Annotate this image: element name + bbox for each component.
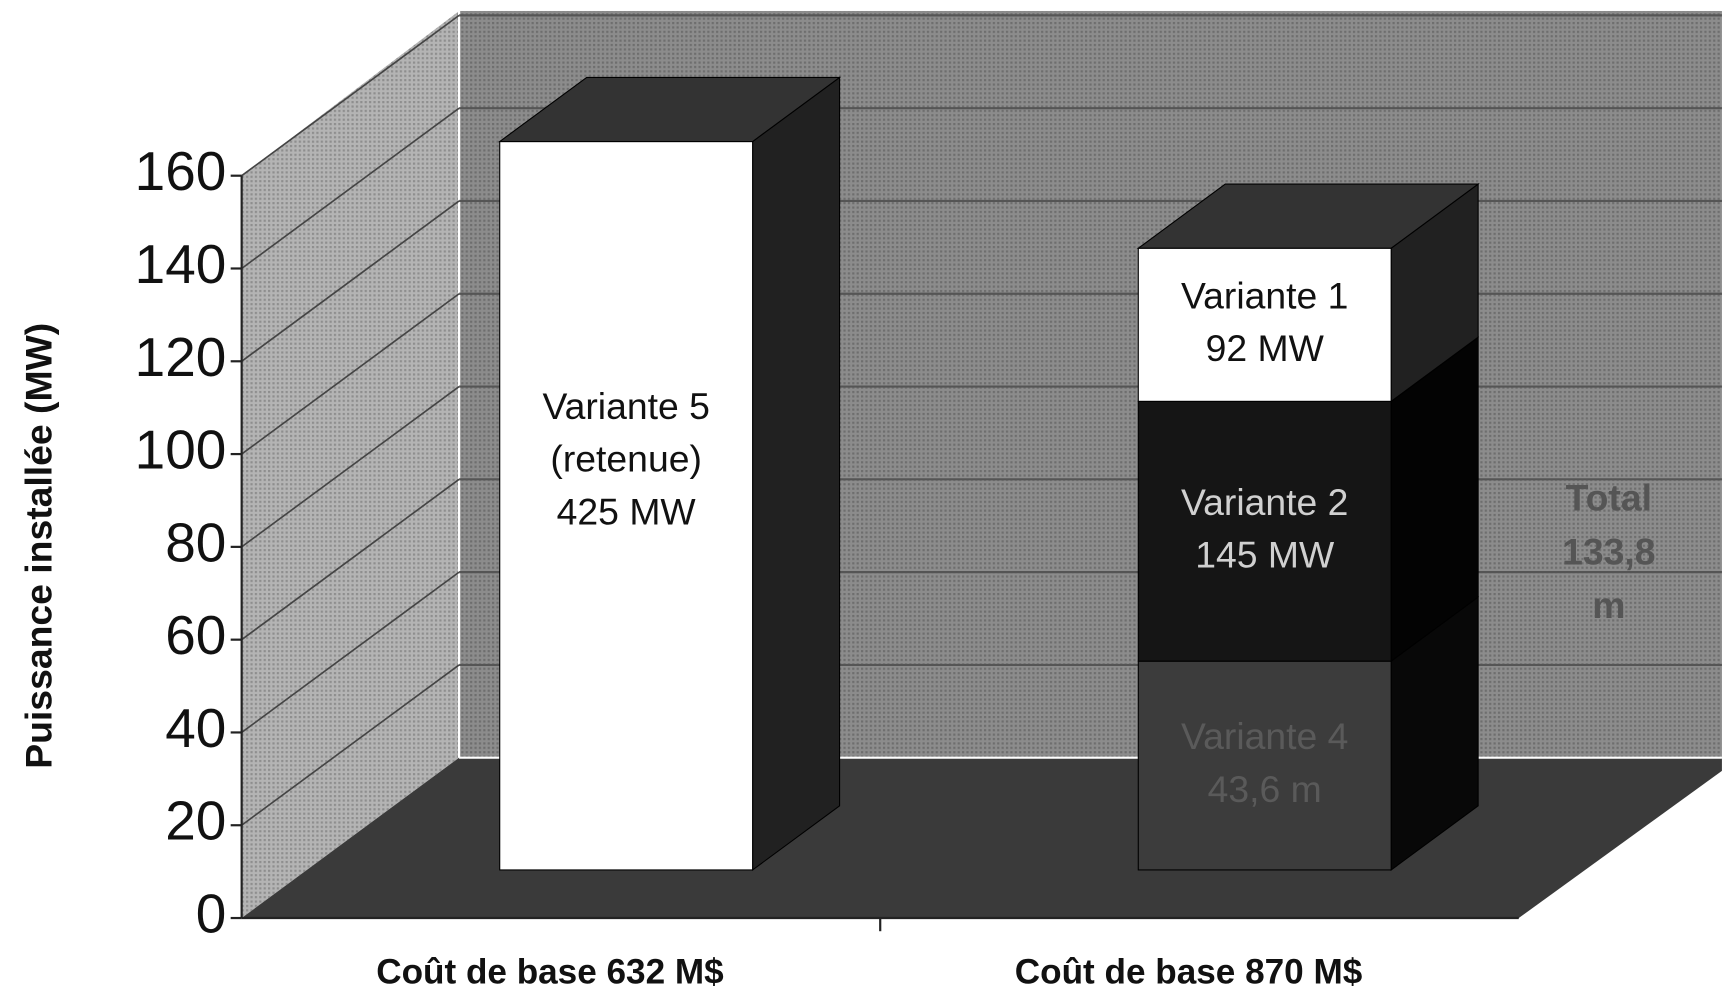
grid-line [241,478,460,641]
x-tick-label: Coût de base 870 M$ [1015,952,1363,991]
grid-line [241,14,460,177]
bar-label: Variante 5 [542,385,709,427]
grid-line [241,200,460,362]
bar-label: 425 MW [557,490,697,532]
bar-top [1136,183,1480,249]
annotation: m [1592,584,1625,626]
y-tick-label: 120 [135,326,227,388]
floor [241,757,1722,919]
y-tick-label: 160 [135,140,227,202]
axes: 0 20 40 60 80 100 120 140 160 Coût de base 632 M$… [135,140,1519,991]
grid-line [241,293,460,455]
grid-line [241,385,460,548]
bar [1137,247,1392,402]
y-tick-label: 0 [196,883,227,945]
annotation: Total [1566,477,1652,519]
grid-line [241,107,460,270]
bars: Variante 5 (retenue) 425 MW Variante 4 43,6 … [498,76,1656,872]
y-tick-label: 20 [165,790,226,852]
x-tick-label: Coût de base 632 M$ [376,952,724,991]
bar-label: Variante 1 [1181,274,1348,316]
bar-label: 92 MW [1206,327,1325,369]
bar [1137,660,1392,871]
bar-top [498,76,842,143]
bar [1137,400,1392,662]
y-tick-label: 100 [135,419,227,481]
grid-line [241,571,460,734]
y-tick-label: 40 [165,697,226,759]
y-tick-label: 140 [135,233,227,295]
y-tick-label: 60 [165,604,226,666]
bar-label: 43,6 m [1208,768,1322,810]
bar-side [752,76,841,872]
bar-label: 145 MW [1195,533,1335,575]
grid-line [241,664,460,826]
y-tick-label: 80 [165,511,226,573]
bar [499,140,754,871]
bar-label: Variante 4 [1181,715,1348,757]
bar-label: (retenue) [550,438,701,480]
y-axis-label: Puissance installée (MW) [18,323,60,769]
walls [241,10,1722,919]
annotation: 133,8 [1562,530,1655,572]
side-wall [241,10,460,919]
bar-label: Variante 2 [1181,481,1348,523]
